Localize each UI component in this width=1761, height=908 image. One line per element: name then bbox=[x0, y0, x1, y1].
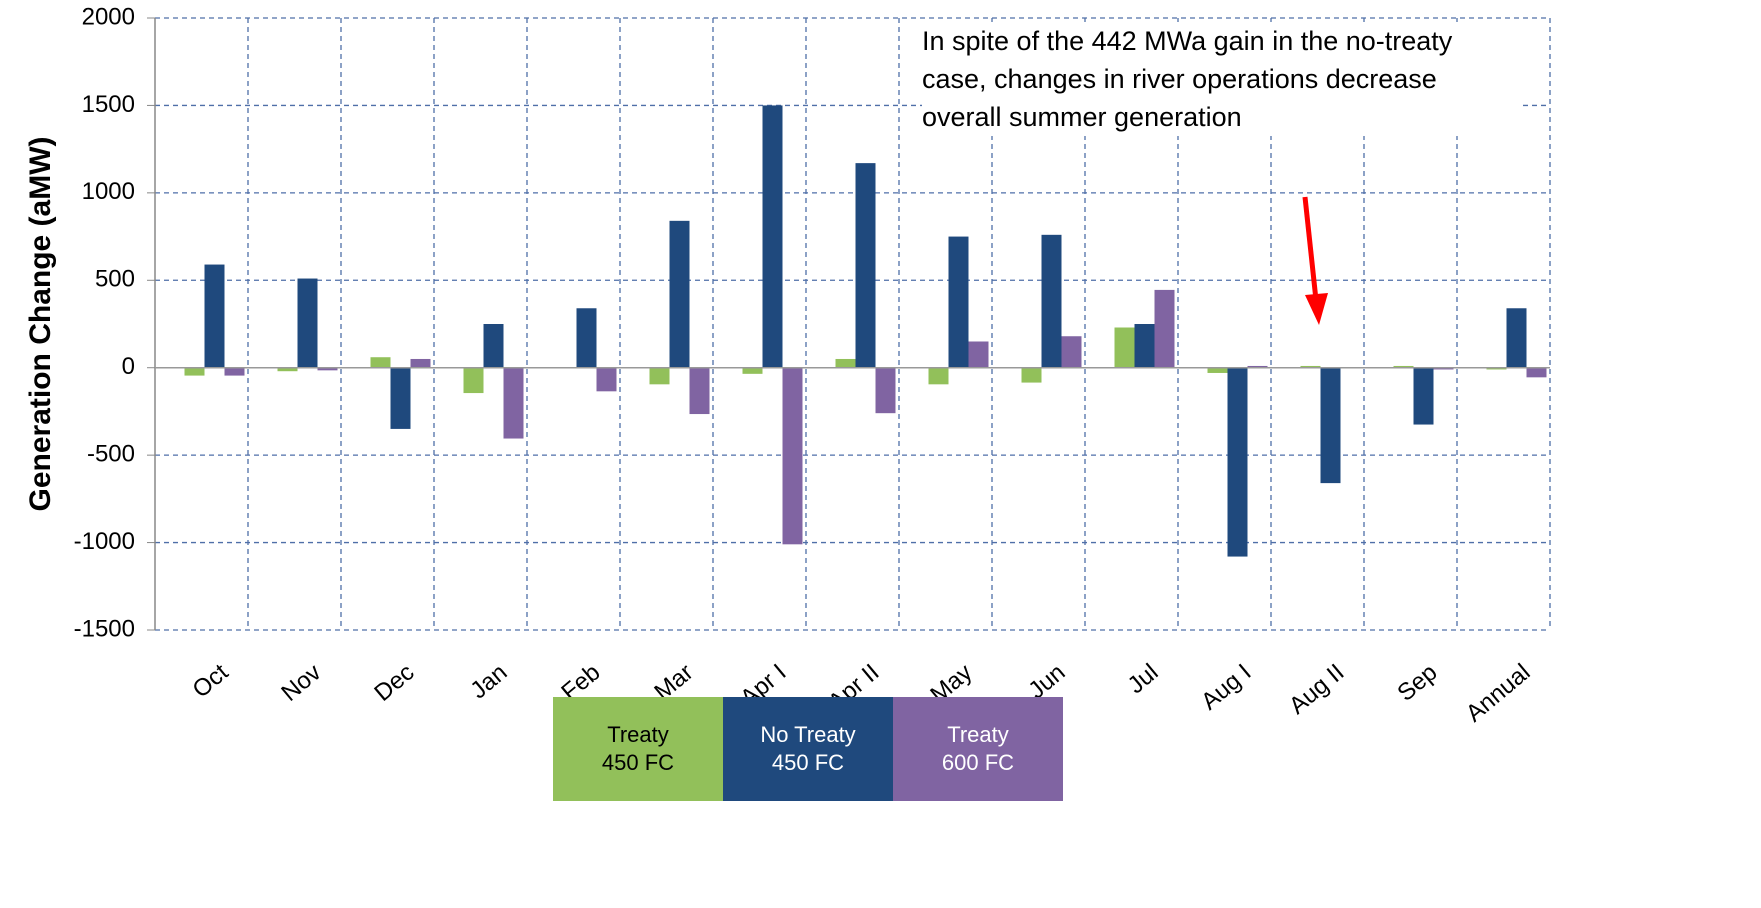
x-tick-label: Aug II bbox=[1284, 659, 1349, 720]
legend: Treaty 450 FC No Treaty 450 FC Treaty 600 … bbox=[553, 697, 1063, 801]
bar bbox=[1207, 367, 1228, 373]
x-tick-label: Jul bbox=[1123, 659, 1164, 699]
bar bbox=[782, 367, 803, 545]
x-tick-label: Dec bbox=[369, 659, 419, 707]
annotation: In spite of the 442 MWa gain in the no-t… bbox=[922, 22, 1522, 136]
bar bbox=[204, 264, 225, 368]
bar bbox=[835, 358, 856, 368]
x-tick-label: Sep bbox=[1392, 659, 1442, 707]
y-axis-label: Generation Change (aMW) bbox=[24, 136, 57, 511]
bar bbox=[410, 358, 431, 368]
legend-label: Treaty 450 FC bbox=[601, 722, 675, 775]
y-tick-label: 0 bbox=[122, 353, 135, 380]
bar bbox=[1300, 365, 1321, 368]
x-tick-label: Jan bbox=[465, 659, 512, 705]
legend-item: Treaty 600 FC bbox=[893, 697, 1063, 801]
legend-label: Treaty 600 FC bbox=[941, 722, 1015, 775]
y-tick-label: 1000 bbox=[82, 178, 135, 205]
y-tick-label: 1500 bbox=[82, 91, 135, 118]
bar bbox=[1413, 367, 1434, 425]
bar bbox=[1506, 308, 1527, 368]
bar bbox=[390, 367, 411, 429]
bar bbox=[928, 367, 949, 385]
bar bbox=[297, 278, 318, 368]
bar bbox=[463, 367, 484, 394]
bar bbox=[968, 341, 989, 368]
y-tick-label: -1500 bbox=[74, 615, 135, 642]
bar bbox=[317, 367, 338, 371]
bar bbox=[1154, 289, 1175, 368]
bar bbox=[875, 367, 896, 414]
bar bbox=[855, 163, 876, 368]
bar bbox=[277, 367, 298, 372]
bar bbox=[649, 367, 670, 385]
bar bbox=[948, 236, 969, 368]
bar bbox=[669, 220, 690, 368]
x-tick-label: Oct bbox=[187, 659, 233, 704]
y-tick-label: 2000 bbox=[82, 3, 135, 30]
bar bbox=[762, 105, 783, 368]
bar bbox=[1061, 336, 1082, 368]
bar bbox=[1227, 367, 1248, 557]
bar bbox=[576, 308, 597, 368]
x-tick-label: Annual bbox=[1461, 659, 1536, 728]
x-tick-label: Nov bbox=[276, 659, 326, 707]
bar bbox=[224, 367, 245, 376]
legend-label: No Treaty 450 FC bbox=[760, 722, 856, 775]
bar bbox=[689, 367, 710, 415]
arrow-head bbox=[1305, 293, 1328, 325]
bar bbox=[1486, 367, 1507, 370]
bar bbox=[503, 367, 524, 439]
bar bbox=[370, 357, 391, 368]
bar bbox=[184, 367, 205, 376]
legend-item: No Treaty 450 FC bbox=[723, 697, 893, 801]
bar bbox=[1134, 324, 1155, 368]
bar bbox=[742, 367, 763, 374]
arrow bbox=[1302, 196, 1319, 301]
bar bbox=[1114, 327, 1135, 368]
bar bbox=[1320, 367, 1341, 484]
y-tick-label: -1000 bbox=[74, 528, 135, 555]
bar bbox=[1393, 365, 1414, 368]
bar bbox=[1526, 367, 1547, 378]
legend-item: Treaty 450 FC bbox=[553, 697, 723, 801]
bar bbox=[1041, 234, 1062, 368]
bar bbox=[1021, 367, 1042, 383]
bar bbox=[1247, 365, 1268, 368]
bar bbox=[483, 324, 504, 368]
bar bbox=[596, 367, 617, 392]
x-tick-label: Aug I bbox=[1196, 659, 1256, 716]
y-tick-label: -500 bbox=[87, 440, 135, 467]
y-tick-label: 500 bbox=[95, 266, 135, 293]
bar bbox=[1433, 367, 1454, 370]
